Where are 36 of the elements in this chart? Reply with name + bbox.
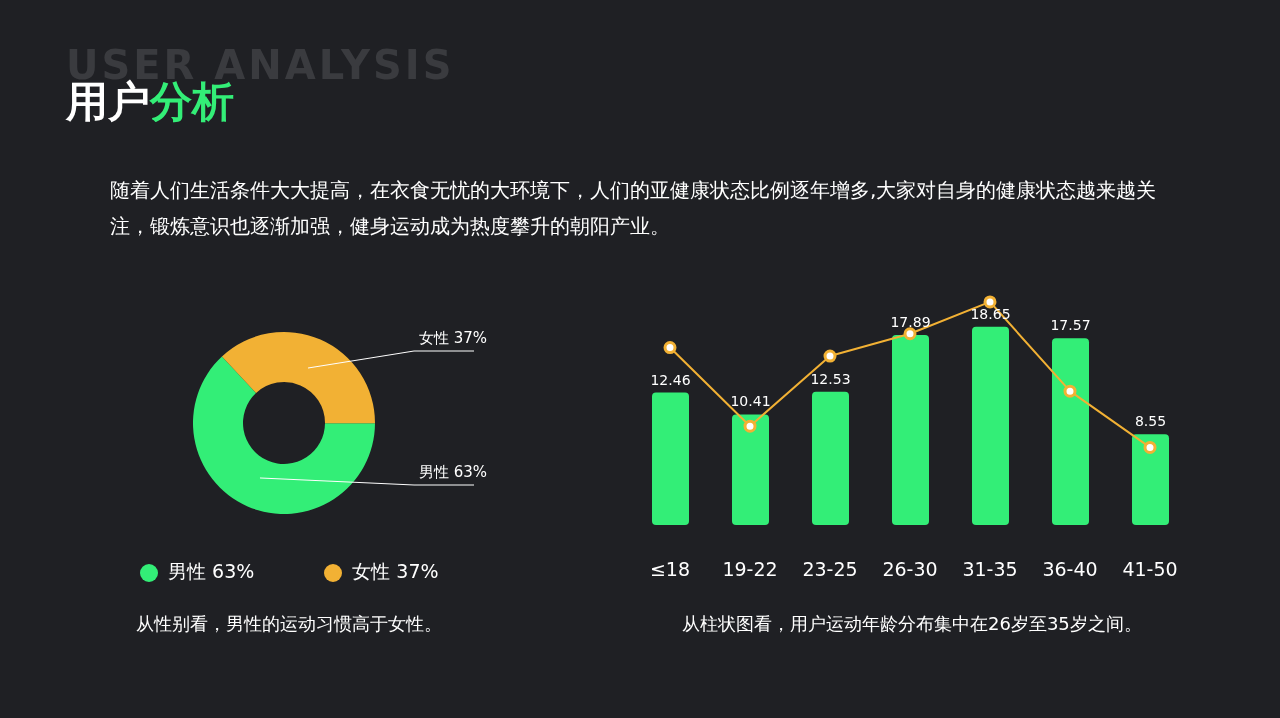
- bar: [1132, 434, 1169, 525]
- slice-label: 男性 63%: [419, 463, 488, 481]
- donut-slice: [221, 332, 375, 424]
- donut-slice: [193, 356, 375, 514]
- x-tick-label: 36-40: [1042, 558, 1098, 581]
- bar: [652, 392, 689, 525]
- legend-label: 女性 37%: [352, 560, 439, 582]
- text: 从性别看，男性的运动习惯高于女性。: [136, 612, 442, 636]
- text: 随着人们生活条件大大提高，在衣食无忧的大环境下，人们的亚健康状态比例逐年增多,大家对自身的健康状态越来越关注，锻炼意识也逐渐加强，健身运动成为热度攀升的朝阳产业。: [110, 177, 1158, 240]
- bar: [812, 391, 849, 525]
- point: [663, 341, 677, 355]
- data-label: 12.46: [650, 371, 691, 388]
- data-label: 10.41: [730, 393, 771, 410]
- bar: [1052, 338, 1089, 525]
- x-tick-label: 23-25: [802, 558, 858, 581]
- data-label: 17.57: [1050, 317, 1091, 334]
- x-tick-label: ≤18: [649, 558, 691, 581]
- point: [823, 349, 837, 363]
- x-tick-label: 41-50: [1122, 558, 1178, 581]
- point: [1063, 384, 1077, 398]
- bar: [892, 334, 929, 525]
- slice-label: 女性 37%: [419, 329, 488, 347]
- data-label: 17.89: [890, 313, 931, 330]
- legend-label: 男性 63%: [168, 560, 255, 582]
- bar: [972, 326, 1009, 525]
- x-tick-label: 31-35: [962, 558, 1018, 581]
- point: [743, 419, 757, 433]
- point: [983, 295, 997, 309]
- text: 从柱状图看，用户运动年龄分布集中在26岁至35岁之间。: [682, 612, 1142, 636]
- data-label: 12.53: [810, 370, 851, 387]
- data-label: 8.55: [1134, 413, 1167, 430]
- point: [1143, 440, 1157, 454]
- bar: [732, 414, 769, 525]
- point: [903, 327, 917, 341]
- x-tick-label: 19-22: [722, 558, 778, 581]
- x-tick-label: 26-30: [882, 558, 938, 581]
